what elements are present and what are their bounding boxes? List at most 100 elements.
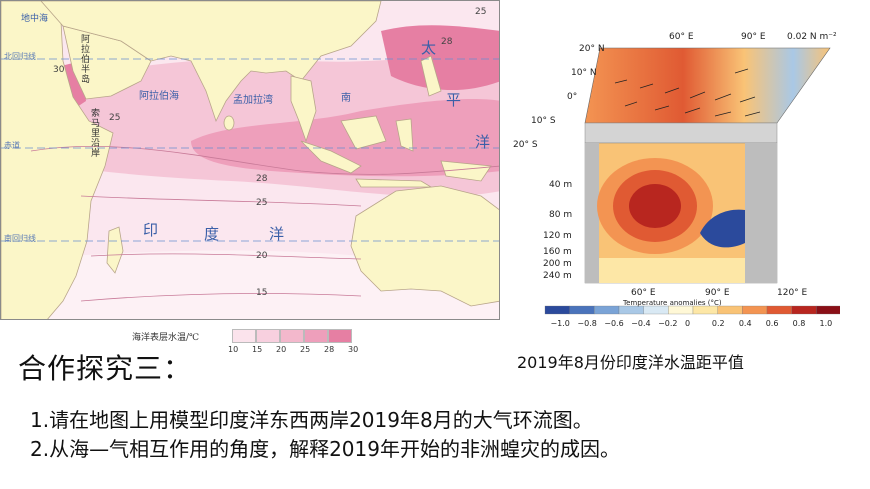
legend-tick: 20: [276, 345, 287, 354]
legend-tick: 28: [324, 345, 335, 354]
isotherm-28: [30, 145, 499, 175]
depth-120: 120 m: [543, 231, 572, 241]
warm-anomaly-core: [629, 184, 681, 228]
colorbar-tick-label: −0.8: [577, 319, 597, 328]
legend-swatch: [328, 329, 352, 343]
colorbar-segment: [766, 305, 792, 315]
colorbar-tick-label: 0: [685, 319, 691, 328]
land-mask-east: [745, 143, 777, 283]
deep-layer: [599, 258, 745, 283]
colorbar-segment: [569, 305, 595, 315]
anomaly-figure: 20° N 10° N 0° 10° S 20° S 60° E 90° E 0…: [505, 28, 840, 328]
indochina: [290, 75, 317, 143]
legend-tick: 25: [300, 345, 311, 354]
colorbar-tick-label: −1.0: [550, 319, 570, 328]
pacific-label-tai: 太: [421, 39, 437, 57]
colorbar-segment: [717, 305, 743, 315]
depth-240: 240 m: [543, 271, 572, 281]
sst-map: 北回归线 赤道 南回归线 印 度 洋 太 平 洋 阿拉伯海 孟加拉湾 南 地中海…: [0, 0, 500, 320]
iso-label-28-b: 28: [256, 174, 268, 184]
colorbar: [544, 305, 840, 315]
colorbar-tick-label: 0.6: [765, 319, 779, 328]
bottom-lon-60e: 60° E: [631, 288, 656, 298]
section-title: 合作探究三：: [18, 352, 193, 385]
warm-zone-30: [381, 25, 499, 90]
colorbar-tick-label: 0.4: [738, 319, 752, 328]
depth-200: 200 m: [543, 259, 572, 269]
depth-40: 40 m: [549, 180, 573, 190]
iso-label-28-a: 28: [441, 37, 453, 47]
bottom-lon-90e: 90° E: [705, 288, 730, 298]
figure-caption: 2019年8月份印度洋水温距平值: [517, 353, 744, 372]
depth-160: 160 m: [543, 247, 572, 257]
colorbar-tick-label: 1.0: [819, 319, 833, 328]
bay-of-bengal-label: 孟加拉湾: [233, 95, 273, 106]
sst-map-panel: 北回归线 赤道 南回归线 印 度 洋 太 平 洋 阿拉伯海 孟加拉湾 南 地中海…: [0, 0, 500, 354]
lat-label-10s: 10° S: [531, 116, 556, 126]
colorbar-segment: [742, 305, 768, 315]
equator-label: 赤道: [4, 141, 20, 150]
pacific-label-yang: 洋: [475, 133, 491, 151]
colorbar-title: Temperature anomalies (°C): [623, 299, 722, 307]
anomaly-graphic: [544, 47, 840, 315]
lat-label-20n: 20° N: [579, 44, 605, 54]
colorbar-tick-label: −0.4: [631, 319, 651, 328]
borneo: [340, 115, 387, 150]
tropic-north-label: 北回归线: [4, 52, 36, 61]
land-mask-west: [585, 143, 599, 283]
sulawesi: [395, 118, 414, 152]
sst-legend: 海洋表层水温/℃ 10 15 20 25 28 30: [132, 326, 392, 354]
colorbar-tick-label: −0.2: [658, 319, 678, 328]
depth-80: 80 m: [549, 210, 573, 220]
lat-label-20s: 20° S: [513, 140, 538, 150]
map-graphic: [1, 1, 499, 319]
pacific-label-ping: 平: [446, 91, 462, 109]
legend-title: 海洋表层水温/℃: [132, 333, 200, 343]
legend-swatch: [280, 329, 304, 343]
ocean-label-yin: 印: [143, 221, 159, 239]
sumatra: [300, 140, 362, 174]
colorbar-segment: [643, 305, 669, 315]
legend-tick: 10: [228, 345, 239, 354]
top-lon-90e: 90° E: [741, 32, 766, 42]
surface-plane: [584, 47, 831, 124]
ocean-label-yang: 洋: [269, 225, 285, 243]
madagascar: [106, 226, 124, 274]
colorbar-segment: [594, 305, 620, 315]
ocean-label-du: 度: [204, 225, 220, 243]
iso-label-30: 30: [53, 65, 65, 75]
legend-swatch: [256, 329, 280, 343]
philippines: [420, 55, 442, 97]
south-china-sea-label: 南: [341, 93, 351, 104]
colorbar-segment: [816, 305, 840, 315]
colorbar-tick-label: 0.8: [792, 319, 806, 328]
africa-landmass: [1, 1, 114, 319]
legend-tick: 30: [348, 345, 359, 354]
warm-zone-28: [191, 99, 499, 177]
arabian-sea-label: 阿拉伯海: [139, 91, 179, 102]
colorbar-tick-label: 0.2: [711, 319, 725, 328]
iso-label-15: 15: [256, 288, 268, 298]
vector-scale-label: 0.02 N m⁻²: [787, 32, 837, 42]
lat-label-10n: 10° N: [571, 68, 597, 78]
colorbar-segment: [692, 305, 718, 315]
cold-anomaly: [700, 209, 745, 248]
colorbar-segment: [791, 305, 817, 315]
isotherm-15: [80, 293, 362, 302]
lat-label-0: 0°: [567, 92, 578, 102]
colorbar-segment: [668, 305, 694, 315]
tropic-south-label: 南回归线: [4, 234, 36, 243]
task-1: 1.请在地图上用模型印度洋东西两岸2019年8月的大气环流图。: [30, 408, 593, 432]
isotherm-20: [90, 253, 362, 260]
arabian-peninsula-label: 阿拉伯半岛: [81, 35, 91, 85]
mediterranean-label: 地中海: [21, 14, 49, 24]
wind-vectors: [614, 68, 761, 117]
colorbar-segment: [618, 305, 644, 315]
asia-landmass: [40, 1, 382, 123]
colorbar-segment: [544, 305, 570, 315]
somali-coast-label: 索马里沿岸: [91, 109, 101, 159]
iso-label-25-a: 25: [475, 7, 487, 17]
isotherm-25: [80, 195, 362, 207]
legend-tick: 15: [252, 345, 263, 354]
iso-label-20: 20: [256, 251, 268, 261]
